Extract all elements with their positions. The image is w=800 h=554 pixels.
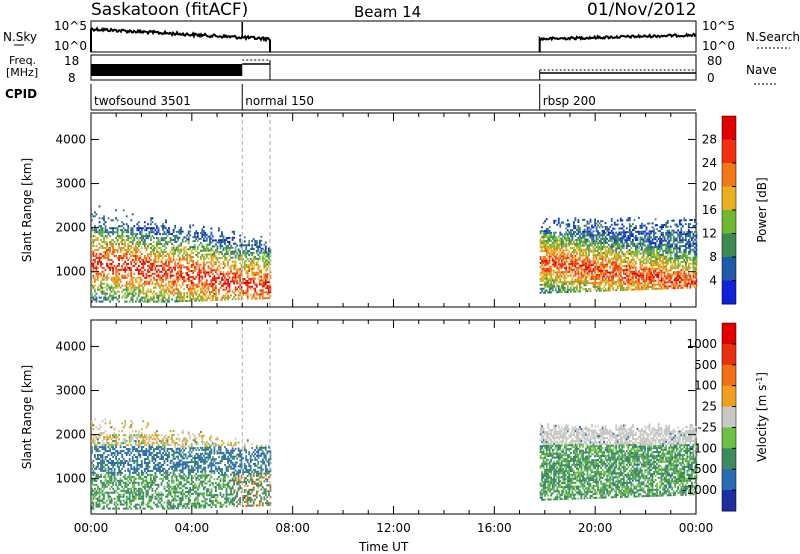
velocity-ytick-label: 2000	[55, 428, 86, 442]
power-colorbar-tick-label: 12	[702, 227, 717, 241]
power-ytick-label: 2000	[55, 221, 86, 235]
freq-tick-top: 18	[64, 54, 79, 68]
power-ytick-label: 1000	[55, 265, 86, 279]
nsky-label: N.Sky	[3, 30, 37, 44]
xtick-label: 12:00	[376, 521, 411, 535]
velocity-colorbar-segment	[722, 469, 736, 491]
freq-tick-bottom: 8	[68, 71, 76, 85]
nsky-tick-top: 10^5	[54, 19, 87, 33]
nave-label: Nave	[746, 63, 777, 77]
power-ytick-label: 3000	[55, 177, 86, 191]
nsky-tick-bottom: 10^0	[54, 39, 87, 53]
cpid-text: rbsp 200	[543, 94, 596, 108]
velocity-colorbar-tick-label: -100	[690, 441, 717, 455]
xtick-label: 00:00	[679, 521, 714, 535]
velocity-colorbar-tick-label: -1000	[682, 483, 717, 497]
power-colorbar-tick-label: 28	[702, 133, 717, 147]
nsearch-label: N.Search	[746, 30, 800, 44]
power-ytick-label: 4000	[55, 132, 86, 146]
power-colorbar-label: Power [dB]	[755, 177, 769, 242]
velocity-colorbar-tick-label: 25	[702, 400, 717, 414]
xtick-label: 20:00	[578, 521, 613, 535]
nave-tick-bottom: 0	[707, 71, 715, 85]
power-colorbar-segment	[722, 280, 736, 305]
power-colorbar-tick-label: 8	[709, 250, 717, 264]
xtick-label: 08:00	[275, 521, 310, 535]
power-colorbar-tick-label: 20	[702, 180, 717, 194]
cpid-strip: CPID twofsound 3501 normal 150 rbsp 200	[5, 84, 696, 111]
velocity-colorbar-segment	[722, 406, 736, 428]
velocity-colorbar-tick-label: 100	[694, 379, 717, 393]
velocity-ylabel: Slant Range [km]	[20, 365, 34, 469]
power-colorbar-segment	[722, 163, 736, 187]
power-colorbar-segment	[722, 257, 736, 281]
velocity-colorbar-segment	[722, 343, 736, 366]
power-ylabel: Slant Range [km]	[20, 158, 34, 262]
velocity-colorbar-tick-label: -500	[690, 462, 717, 476]
power-colorbar-segment	[722, 233, 736, 258]
power-colorbar-segment	[722, 139, 736, 164]
xtick-label: 00:00	[74, 521, 109, 535]
power-colorbar-tick-label: 16	[702, 203, 717, 217]
freq-series	[91, 59, 696, 80]
velocity-colorbar-segment	[722, 385, 736, 408]
power-colorbar-segment	[722, 210, 736, 234]
velocity-colorbar-label: Velocity [m s-1]	[755, 372, 770, 462]
nsky-line-1	[90, 26, 272, 53]
velocity-ytick-label: 3000	[55, 384, 86, 398]
beam-title: Beam 14	[354, 3, 421, 21]
velocity-colorbar-segment	[722, 490, 736, 512]
cpid-text: twofsound 3501	[94, 94, 191, 108]
cpid-text: normal 150	[245, 94, 314, 108]
velocity-colorbar-tick-label: 500	[694, 358, 717, 372]
nsky-line-2	[538, 32, 697, 52]
velocity-colorbar-segment	[722, 323, 736, 345]
freq-label-1: Freq.	[9, 54, 36, 67]
velocity-panel: 1000 2000 3000 4000 Slant Range [km] 1000 500 1…	[20, 319, 770, 515]
freq-band	[91, 64, 243, 76]
power-colorbar-tick-label: 24	[702, 156, 717, 170]
velocity-colorbar-segment	[722, 448, 736, 470]
xaxis-label: Time UT	[358, 540, 409, 554]
velocity-colorbar-segment	[722, 427, 736, 449]
freq-label-2: [MHz]	[6, 66, 38, 79]
nsearch-tick-top: 10^5	[702, 19, 735, 33]
xtick-label: 04:00	[175, 521, 210, 535]
power-colorbar-tick-label: 4	[709, 274, 717, 288]
velocity-colorbar-frame	[721, 322, 737, 512]
power-panel: 1000 2000 3000 4000 Slant Range [km] 4 8 12 16 20…	[20, 112, 769, 308]
cpid-label: CPID	[5, 87, 37, 101]
velocity-ytick-label: 1000	[55, 472, 86, 486]
power-cells	[91, 205, 698, 303]
xtick-label: 16:00	[477, 521, 512, 535]
nsearch-tick-bottom: 10^0	[702, 39, 735, 53]
nsky-strip: N.Sky 10^5 10^0 10^5 10^0 N.Search	[3, 19, 800, 53]
date-title: 01/Nov/2012	[587, 0, 697, 20]
nsky-series	[90, 22, 697, 53]
power-colorbar-segment	[722, 186, 736, 211]
velocity-colorbar-tick-label: -25	[697, 420, 717, 434]
time-axis: 00:00 04:00 08:00 12:00 16:00 20:00 00:00	[74, 521, 714, 535]
power-frame	[90, 112, 697, 308]
velocity-colorbar-tick-label: 1000	[686, 337, 717, 351]
station-title: Saskatoon (fitACF)	[91, 0, 248, 20]
cpid-marks: twofsound 3501 normal 150 rbsp 200	[90, 84, 596, 110]
velocity-ytick-label: 4000	[55, 339, 86, 353]
velocity-colorbar-segment	[722, 364, 736, 387]
nave-tick-top: 80	[707, 54, 722, 68]
freq-strip: Freq. [MHz] 18 8 80 0 Nave	[6, 54, 778, 85]
power-colorbar-segment	[722, 116, 736, 140]
velocity-cells	[91, 418, 698, 510]
